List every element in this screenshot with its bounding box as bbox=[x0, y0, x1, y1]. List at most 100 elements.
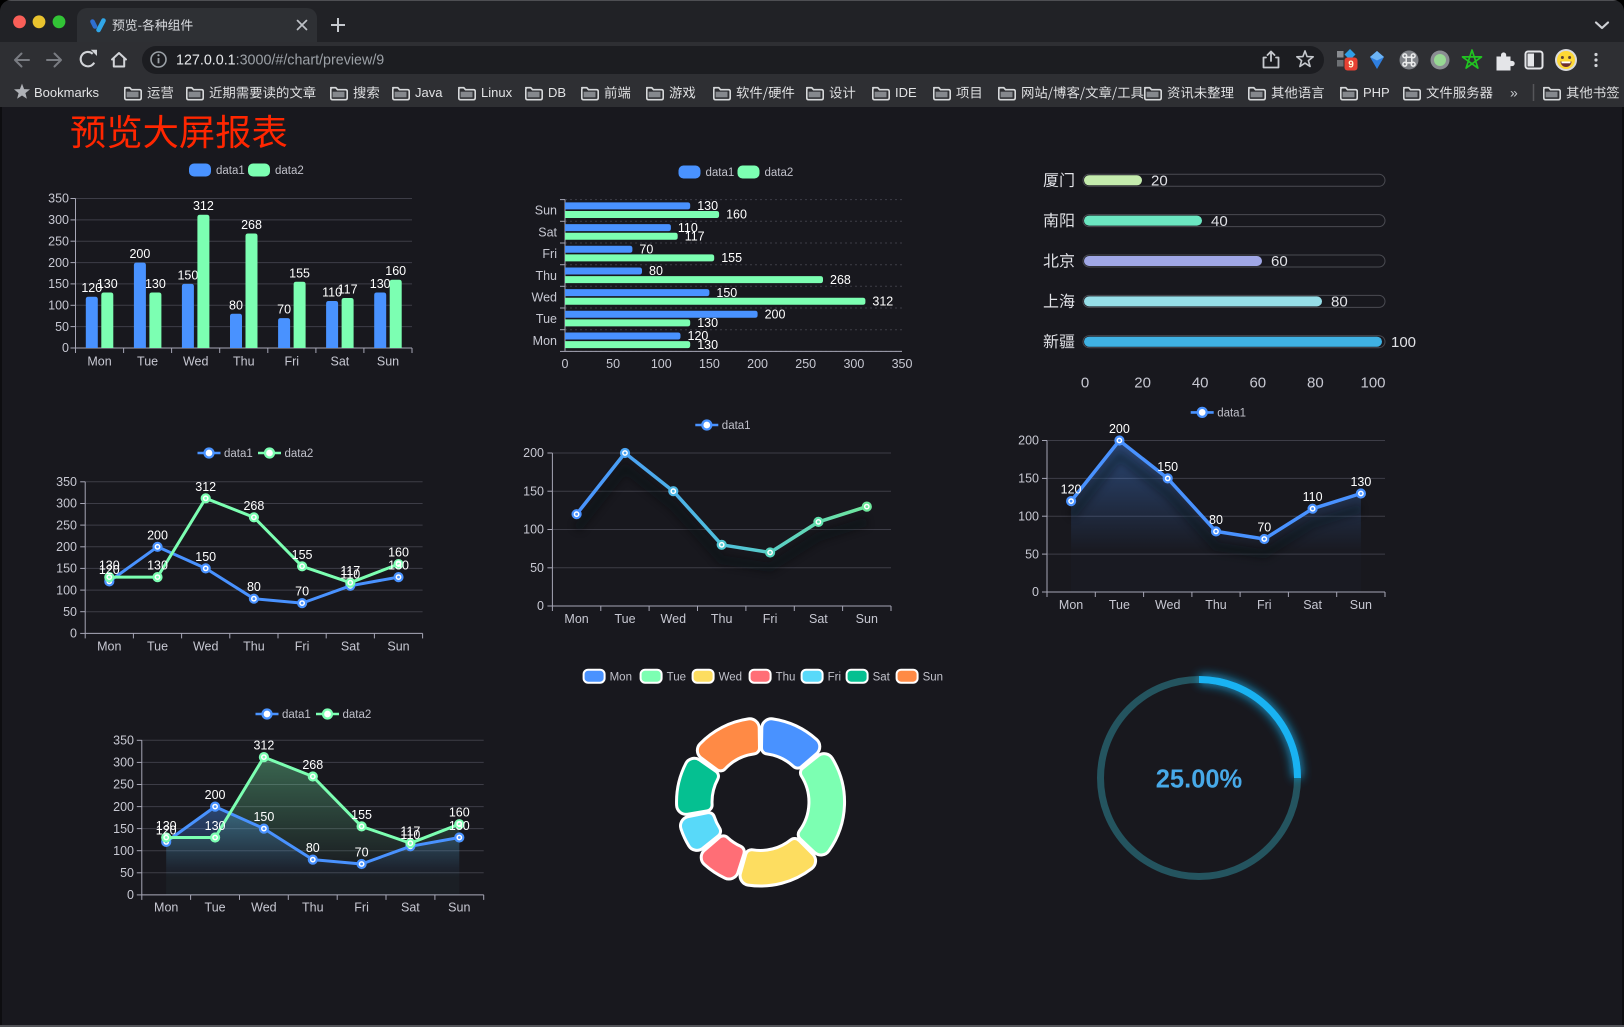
svg-text:Sun: Sun bbox=[387, 640, 409, 654]
svg-text:120: 120 bbox=[156, 823, 177, 837]
svg-text:250: 250 bbox=[795, 357, 816, 371]
svg-text:100: 100 bbox=[1018, 510, 1039, 524]
svg-text:Thu: Thu bbox=[302, 901, 324, 915]
svg-text:Fri: Fri bbox=[295, 640, 310, 654]
svg-text:50: 50 bbox=[55, 320, 69, 334]
svg-text:110: 110 bbox=[322, 286, 342, 300]
svg-text:50: 50 bbox=[606, 357, 620, 371]
svg-text:PHP: PHP bbox=[1363, 85, 1390, 100]
svg-text:155: 155 bbox=[351, 808, 372, 822]
svg-text:100: 100 bbox=[1360, 375, 1385, 392]
svg-text:Fri: Fri bbox=[354, 901, 369, 915]
svg-text:0: 0 bbox=[1032, 585, 1039, 599]
svg-text:Thu: Thu bbox=[1205, 598, 1227, 612]
svg-text:DB: DB bbox=[548, 85, 566, 100]
svg-text:130: 130 bbox=[145, 277, 166, 291]
svg-text:Wed: Wed bbox=[251, 901, 277, 915]
svg-text:Fri: Fri bbox=[828, 671, 841, 683]
svg-text:Tue: Tue bbox=[137, 355, 158, 369]
svg-text:Wed: Wed bbox=[193, 640, 219, 654]
svg-text:60: 60 bbox=[1249, 375, 1266, 392]
svg-text:data2: data2 bbox=[285, 448, 314, 460]
svg-text:Wed: Wed bbox=[532, 291, 558, 305]
svg-text:312: 312 bbox=[195, 480, 216, 494]
svg-text:268: 268 bbox=[830, 273, 851, 287]
svg-text:80: 80 bbox=[247, 580, 261, 594]
svg-text:40: 40 bbox=[1211, 213, 1228, 230]
svg-text:Wed: Wed bbox=[183, 355, 209, 369]
svg-text:117: 117 bbox=[400, 825, 420, 839]
svg-text:50: 50 bbox=[530, 561, 544, 575]
svg-text:Thu: Thu bbox=[243, 640, 265, 654]
svg-text:Bookmarks: Bookmarks bbox=[34, 85, 100, 100]
svg-text:Fri: Fri bbox=[1257, 598, 1272, 612]
svg-text:200: 200 bbox=[48, 256, 69, 270]
svg-text:Tue: Tue bbox=[1109, 598, 1130, 612]
svg-text:Sat: Sat bbox=[401, 901, 420, 915]
svg-text:200: 200 bbox=[205, 788, 226, 802]
svg-text:160: 160 bbox=[388, 546, 409, 560]
svg-text:50: 50 bbox=[120, 866, 134, 880]
svg-text:117: 117 bbox=[685, 229, 705, 243]
svg-text:160: 160 bbox=[449, 806, 470, 820]
svg-text:70: 70 bbox=[277, 303, 291, 317]
svg-text:Fri: Fri bbox=[763, 612, 778, 626]
svg-text:100: 100 bbox=[56, 583, 77, 597]
svg-text:127.0.0.1:3000/#/chart/preview: 127.0.0.1:3000/#/chart/preview/9 bbox=[176, 53, 384, 69]
svg-text:130: 130 bbox=[370, 277, 391, 291]
svg-text:Mon: Mon bbox=[564, 612, 588, 626]
svg-text:100: 100 bbox=[113, 844, 134, 858]
svg-text:0: 0 bbox=[62, 341, 69, 355]
svg-text:100: 100 bbox=[1391, 334, 1416, 351]
svg-text:130: 130 bbox=[1350, 475, 1371, 489]
svg-text:0: 0 bbox=[562, 357, 569, 371]
svg-text:120: 120 bbox=[688, 329, 709, 343]
svg-text:data1: data1 bbox=[722, 420, 751, 432]
svg-text:200: 200 bbox=[113, 800, 134, 814]
svg-text:200: 200 bbox=[129, 247, 150, 261]
svg-text:Wed: Wed bbox=[719, 671, 742, 683]
svg-text:150: 150 bbox=[253, 810, 274, 824]
svg-text:150: 150 bbox=[716, 286, 737, 300]
svg-text:Wed: Wed bbox=[661, 612, 687, 626]
svg-text:312: 312 bbox=[193, 199, 214, 213]
svg-text:Linux: Linux bbox=[481, 85, 513, 100]
svg-text:160: 160 bbox=[726, 208, 747, 222]
svg-text:155: 155 bbox=[721, 251, 742, 265]
svg-text:data2: data2 bbox=[343, 709, 372, 721]
svg-text:300: 300 bbox=[843, 357, 864, 371]
svg-text:250: 250 bbox=[113, 778, 134, 792]
svg-text:Sun: Sun bbox=[377, 355, 399, 369]
svg-text:Mon: Mon bbox=[1059, 598, 1083, 612]
svg-text:Sat: Sat bbox=[873, 671, 891, 683]
svg-text:250: 250 bbox=[56, 518, 77, 532]
svg-text:200: 200 bbox=[1018, 434, 1039, 448]
svg-text:200: 200 bbox=[56, 540, 77, 554]
svg-text:data1: data1 bbox=[216, 165, 245, 177]
svg-text:100: 100 bbox=[523, 523, 544, 537]
svg-text:150: 150 bbox=[56, 562, 77, 576]
svg-text:312: 312 bbox=[253, 739, 274, 753]
svg-text:130: 130 bbox=[99, 559, 120, 573]
svg-text:268: 268 bbox=[243, 499, 264, 513]
svg-text:Tue: Tue bbox=[667, 671, 686, 683]
svg-text:Wed: Wed bbox=[1155, 598, 1181, 612]
svg-text:data2: data2 bbox=[275, 165, 304, 177]
svg-text:150: 150 bbox=[177, 268, 198, 282]
svg-text:Mon: Mon bbox=[533, 334, 557, 348]
svg-text:130: 130 bbox=[697, 338, 718, 352]
svg-text:70: 70 bbox=[295, 585, 309, 599]
svg-text:Mon: Mon bbox=[610, 671, 632, 683]
svg-text:130: 130 bbox=[697, 316, 718, 330]
svg-text:Thu: Thu bbox=[711, 612, 733, 626]
svg-text:Java: Java bbox=[415, 85, 443, 100]
svg-text:250: 250 bbox=[48, 234, 69, 248]
svg-text:Sun: Sun bbox=[923, 671, 943, 683]
svg-text:155: 155 bbox=[292, 548, 313, 562]
svg-text:Tue: Tue bbox=[147, 640, 168, 654]
svg-text:130: 130 bbox=[205, 819, 226, 833]
svg-text:150: 150 bbox=[699, 357, 720, 371]
svg-text:Sun: Sun bbox=[1350, 598, 1372, 612]
svg-text:Thu: Thu bbox=[776, 671, 796, 683]
svg-text:110: 110 bbox=[340, 567, 360, 581]
